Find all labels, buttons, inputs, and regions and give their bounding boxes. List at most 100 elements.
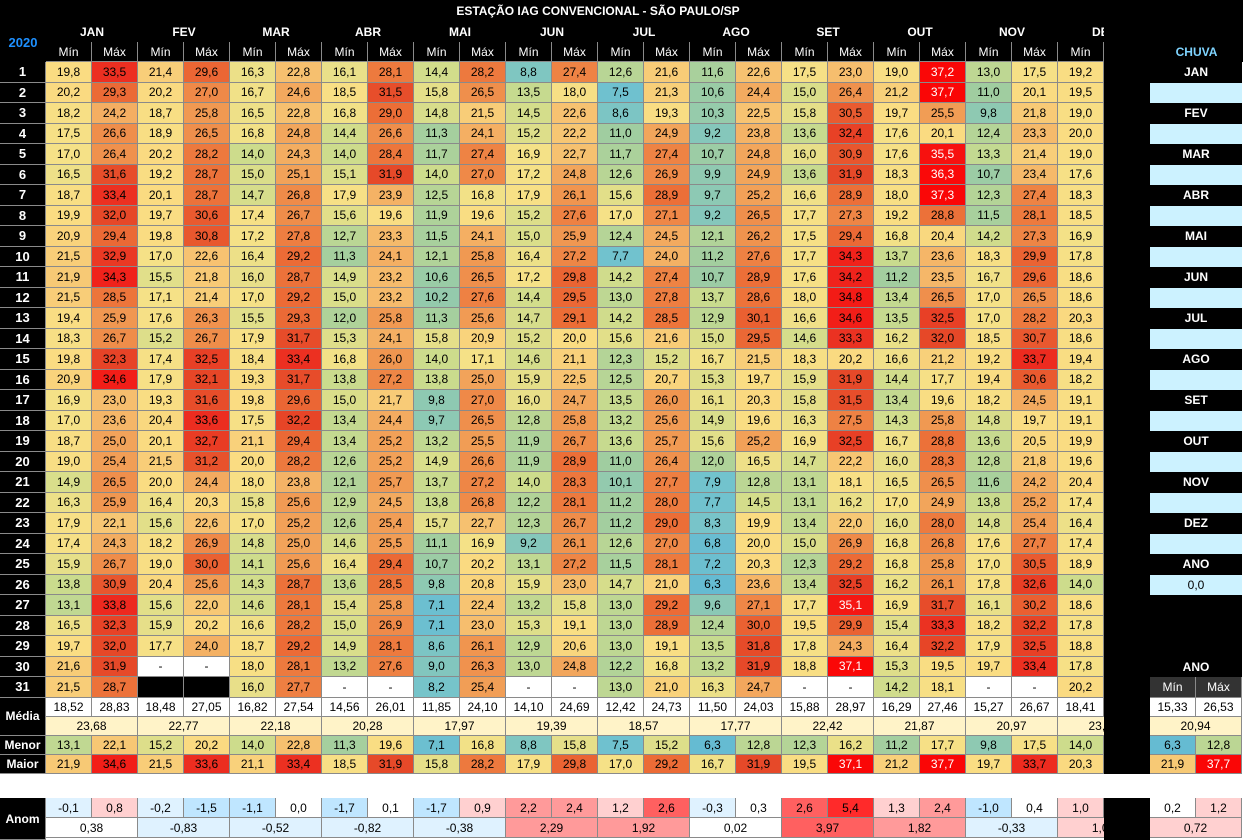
temp-cell: 27,4	[1012, 185, 1058, 206]
temp-cell: 20,7	[644, 369, 690, 390]
temp-cell: 29,2	[828, 554, 874, 575]
temp-cell: 14,2	[598, 267, 644, 288]
temp-cell: 26,5	[920, 472, 966, 493]
temp-cell: 26,0	[644, 390, 690, 411]
temp-cell: 15,8	[414, 328, 460, 349]
menor-cell: 14,0	[1058, 735, 1104, 755]
temp-cell: 16,6	[782, 308, 828, 329]
temp-cell: 16,6	[874, 349, 920, 370]
temp-cell: 13,2	[690, 656, 736, 677]
temp-cell: 17,8	[1058, 246, 1104, 267]
day-label: 28	[0, 615, 46, 636]
max-col-header: Máx	[736, 42, 782, 62]
temp-cell: 25,2	[368, 431, 414, 452]
temp-cell: 15,9	[506, 574, 552, 595]
temp-cell: 10,6	[414, 267, 460, 288]
temp-cell: -	[828, 677, 874, 698]
temp-cell: 13,0	[598, 595, 644, 616]
temp-cell: 13,6	[598, 431, 644, 452]
menor-cell: 15,2	[644, 735, 690, 755]
temp-cell: 32,5	[828, 574, 874, 595]
temp-cell: 15,3	[874, 656, 920, 677]
temp-cell: 26,6	[92, 123, 138, 144]
anom-avg-cell: -0,52	[230, 818, 322, 838]
temp-cell: 33,6	[184, 410, 230, 431]
spacer	[1104, 677, 1150, 698]
temp-cell: 20,9	[460, 328, 506, 349]
min-col-header: Mín	[230, 42, 276, 62]
temp-cell: 11,5	[414, 226, 460, 247]
temp-cell: 16,0	[782, 144, 828, 165]
temp-cell: 24,8	[552, 164, 598, 185]
temp-cell: 25,9	[552, 226, 598, 247]
day-label: 26	[0, 574, 46, 595]
temp-cell: 11,2	[598, 513, 644, 534]
temp-cell: 13,1	[46, 595, 92, 616]
temp-cell: 31,5	[828, 390, 874, 411]
temp-cell: 16,0	[506, 390, 552, 411]
temp-cell: 6,8	[690, 533, 736, 554]
day-label: 5	[0, 144, 46, 165]
temp-cell: 12,1	[690, 226, 736, 247]
spacer	[1104, 533, 1150, 554]
temp-cell: 14,8	[966, 513, 1012, 534]
day-label: 14	[0, 328, 46, 349]
temp-cell: 22,1	[92, 513, 138, 534]
rain-value	[1150, 369, 1242, 390]
temp-cell: 28,9	[736, 267, 782, 288]
month-header: MAR	[230, 22, 322, 42]
temp-cell: 15,4	[874, 615, 920, 636]
anom-cell: 2,6	[644, 798, 690, 818]
spacer	[1104, 349, 1150, 370]
temp-cell: 24,1	[368, 246, 414, 267]
media-cell: 24,10	[460, 697, 506, 717]
temp-cell: 14,7	[782, 451, 828, 472]
temp-cell: 31,9	[92, 656, 138, 677]
temp-cell: 32,5	[1012, 636, 1058, 657]
temp-cell: 30,2	[1012, 595, 1058, 616]
temp-cell: 7,1	[414, 595, 460, 616]
temp-cell: 26,7	[92, 328, 138, 349]
temp-cell: 14,0	[1058, 574, 1104, 595]
temp-cell: 21,6	[46, 656, 92, 677]
temp-cell: 20,3	[184, 492, 230, 513]
temp-cell: 26,4	[644, 451, 690, 472]
rain-value	[1150, 164, 1242, 185]
anom-cell: -0,3	[690, 798, 736, 818]
temp-cell: 25,8	[184, 103, 230, 124]
temp-cell: 11,2	[874, 267, 920, 288]
rain-month-label: OUT	[1150, 431, 1242, 452]
temp-cell: 29,4	[828, 226, 874, 247]
rain-value	[1150, 328, 1242, 349]
temp-cell: 17,7	[782, 205, 828, 226]
maior-cell: 21,9	[46, 754, 92, 774]
temp-cell: 16,4	[322, 554, 368, 575]
temp-cell: 20,4	[138, 410, 184, 431]
temp-cell: 26,8	[920, 533, 966, 554]
temp-cell: 22,5	[552, 369, 598, 390]
temp-cell: 12,8	[966, 451, 1012, 472]
spacer	[1104, 554, 1150, 575]
temp-cell: 12,5	[414, 185, 460, 206]
temp-cell: 14,6	[506, 349, 552, 370]
temp-cell: 15,5	[230, 308, 276, 329]
anom-cell: -0,1	[46, 798, 92, 818]
temp-cell: 29,6	[276, 390, 322, 411]
temp-cell: 25,9	[92, 492, 138, 513]
temp-cell: 7,7	[598, 246, 644, 267]
temp-cell: 26,7	[552, 513, 598, 534]
temp-cell: 17,9	[138, 369, 184, 390]
rain-month-label: AGO	[1150, 349, 1242, 370]
temp-cell: 19,5	[920, 656, 966, 677]
temp-cell: 15,8	[414, 82, 460, 103]
temp-cell: 17,6	[874, 144, 920, 165]
temp-cell: 11,5	[966, 205, 1012, 226]
day-label: 25	[0, 554, 46, 575]
menor-cell: 9,8	[966, 735, 1012, 755]
anom-avg-cell: 0,02	[690, 818, 782, 838]
temp-cell: 21,5	[736, 349, 782, 370]
temp-cell: 26,1	[460, 636, 506, 657]
temp-cell: 26,8	[276, 185, 322, 206]
temp-cell: 20,6	[552, 636, 598, 657]
media-cell: 18,52	[46, 697, 92, 717]
